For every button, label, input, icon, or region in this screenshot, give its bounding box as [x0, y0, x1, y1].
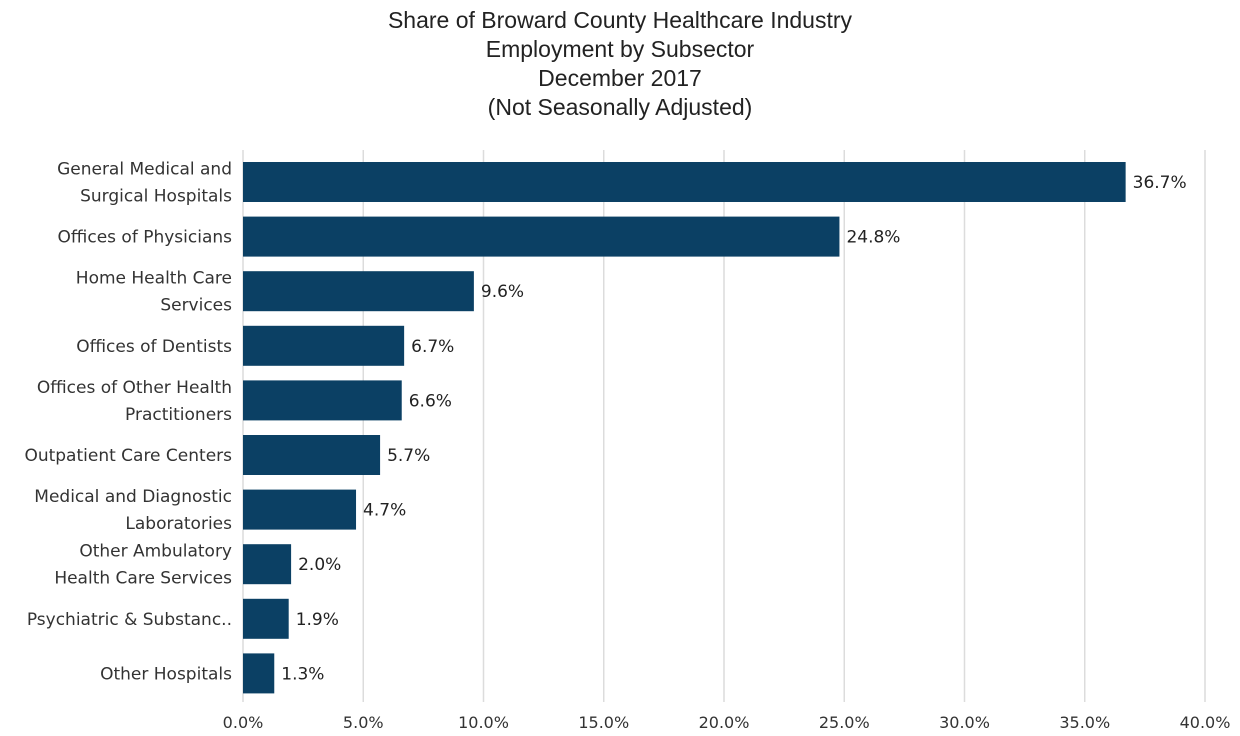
bars — [243, 162, 1126, 694]
bar — [243, 216, 840, 257]
data-label: 36.7% — [1133, 173, 1187, 193]
x-tick-label: 15.0% — [578, 713, 629, 732]
bar — [243, 653, 275, 694]
data-label: 5.7% — [387, 446, 430, 466]
bar — [243, 435, 381, 475]
x-tick-label: 0.0% — [223, 713, 264, 732]
bar — [243, 544, 292, 585]
data-label: 9.6% — [481, 282, 524, 302]
category-label: Laboratories — [125, 514, 232, 534]
value-labels: 36.7% 24.8% 9.6% 6.7% 6.6% 5.7% 4.7% 2.0% 1.9% 1.… — [281, 173, 1186, 684]
data-label: 4.7% — [363, 501, 406, 521]
category-labels: General Medical and Surgical Hospitals Off… — [24, 160, 232, 685]
category-label: Practitioners — [125, 405, 232, 425]
data-label: 1.9% — [296, 610, 339, 630]
category-label: Home Health Care — [76, 269, 232, 289]
chart-title-line-1: Share of Broward County Healthcare Indus… — [387, 7, 853, 33]
x-tick-label: 25.0% — [819, 713, 870, 732]
category-label: Psychiatric & Substanc.. — [27, 610, 232, 630]
x-tick-label: 35.0% — [1059, 713, 1110, 732]
bar — [243, 162, 1126, 202]
bar — [243, 271, 474, 312]
x-tick-label: 30.0% — [939, 713, 990, 732]
category-label: Outpatient Care Centers — [24, 446, 232, 466]
category-label: General Medical and — [57, 160, 232, 180]
bar — [243, 598, 289, 639]
bar — [243, 325, 405, 366]
data-label: 2.0% — [298, 555, 341, 575]
bar — [243, 489, 357, 530]
bar — [243, 380, 402, 421]
data-label: 24.8% — [846, 228, 900, 248]
x-tick-label: 20.0% — [699, 713, 750, 732]
category-label: Health Care Services — [54, 569, 232, 589]
category-label: Other Ambulatory — [79, 542, 232, 562]
data-label: 6.6% — [409, 391, 452, 411]
category-label: Offices of Physicians — [58, 228, 233, 248]
category-label: Offices of Dentists — [76, 337, 232, 357]
data-label: 1.3% — [281, 664, 324, 684]
x-tick-label: 5.0% — [343, 713, 384, 732]
chart-title: Share of Broward County Healthcare Indus… — [0, 6, 1240, 122]
chart-title-line-4: (Not Seasonally Adjusted) — [487, 94, 753, 120]
chart-title-line-2: Employment by Subsector — [485, 36, 755, 62]
category-label: Services — [160, 296, 232, 316]
category-label: Medical and Diagnostic — [34, 487, 232, 507]
x-tick-label: 40.0% — [1180, 713, 1231, 732]
x-axis-ticks: 0.0% 5.0% 10.0% 15.0% 20.0% 25.0% 30.0% 35.0% 40… — [223, 713, 1231, 732]
x-tick-label: 10.0% — [458, 713, 509, 732]
data-label: 6.7% — [411, 337, 454, 357]
category-label: Surgical Hospitals — [80, 187, 232, 207]
category-label: Offices of Other Health — [37, 378, 232, 398]
chart-title-line-3: December 2017 — [538, 65, 702, 91]
category-label: Other Hospitals — [100, 664, 232, 684]
